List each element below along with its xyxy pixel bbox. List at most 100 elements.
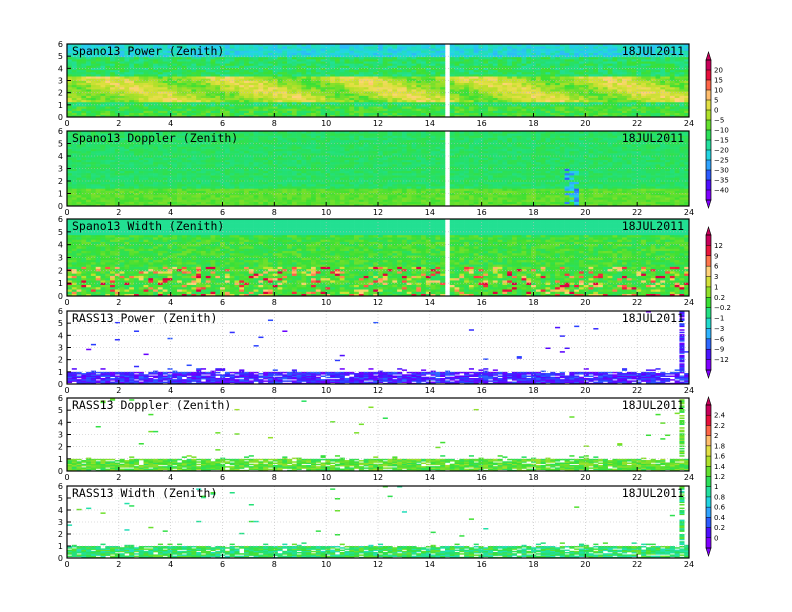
- heatmap-cell: [306, 78, 312, 81]
- heatmap-cell: [550, 78, 556, 81]
- heatmap-cell: [454, 50, 460, 53]
- heatmap-cell: [162, 59, 168, 62]
- heatmap-cell: [583, 110, 589, 114]
- heatmap-cell: [100, 166, 106, 169]
- heatmap-cell: [105, 131, 111, 134]
- heatmap-cell: [86, 78, 92, 81]
- heatmap-cell: [330, 74, 336, 77]
- heatmap-cell: [526, 71, 532, 75]
- heatmap-cell: [535, 82, 541, 86]
- heatmap-cell: [531, 110, 537, 114]
- heatmap-cell: [411, 71, 417, 75]
- heatmap-cell: [674, 46, 680, 49]
- heatmap-cell: [162, 112, 168, 116]
- heatmap-cell: [411, 91, 417, 94]
- heatmap-cell: [344, 52, 350, 56]
- heatmap-cell: [583, 78, 589, 81]
- heatmap-cell: [679, 56, 685, 60]
- heatmap-cell: [636, 54, 642, 58]
- heatmap-cell: [100, 175, 106, 178]
- heatmap-cell: [263, 65, 269, 68]
- heatmap-cell: [239, 82, 245, 86]
- heatmap-cell: [650, 108, 656, 111]
- heatmap-cell: [157, 86, 163, 90]
- heatmap-cell: [244, 54, 250, 58]
- heatmap-cell: [311, 52, 317, 56]
- heatmap-cell: [81, 144, 87, 147]
- heatmap-cell: [282, 89, 288, 92]
- heatmap-cell: [90, 104, 96, 107]
- heatmap-cell: [344, 50, 350, 53]
- heatmap-cell: [95, 112, 101, 116]
- heatmap-cell: [602, 93, 608, 96]
- heatmap-cell: [114, 153, 120, 156]
- heatmap-cell: [110, 101, 116, 105]
- heatmap-cell: [435, 110, 441, 114]
- heatmap-cell: [459, 112, 465, 116]
- heatmap-cell: [492, 93, 498, 96]
- heatmap-cell: [421, 63, 427, 66]
- heatmap-cell: [124, 74, 130, 77]
- heatmap-cell: [602, 86, 608, 90]
- heatmap-cell: [133, 146, 140, 149]
- heatmap-cell: [119, 146, 125, 149]
- heatmap-cell: [153, 89, 159, 92]
- heatmap-cell: [674, 44, 680, 47]
- heatmap-cell: [224, 54, 230, 58]
- heatmap-cell: [607, 95, 613, 98]
- heatmap-cell: [421, 86, 427, 90]
- heatmap-cell: [636, 112, 642, 116]
- heatmap-cell: [473, 89, 479, 92]
- heatmap-cell: [416, 101, 422, 105]
- heatmap-cell: [440, 59, 446, 62]
- heatmap-cell: [574, 46, 580, 49]
- heatmap-cell: [473, 78, 479, 81]
- heatmap-cell: [296, 76, 302, 79]
- heatmap-cell: [205, 69, 211, 73]
- heatmap-cell: [430, 106, 436, 109]
- heatmap-cell: [129, 183, 135, 187]
- heatmap-cell: [177, 108, 183, 111]
- heatmap-cell: [81, 150, 87, 154]
- heatmap-cell: [401, 74, 407, 77]
- heatmap-cell: [622, 63, 628, 66]
- heatmap-cell: [306, 112, 312, 116]
- heatmap-cell: [622, 56, 628, 60]
- heatmap-cell: [114, 181, 120, 185]
- heatmap-cell: [459, 46, 465, 49]
- heatmap-cell: [684, 112, 690, 116]
- heatmap-cell: [416, 50, 422, 53]
- heatmap-cell: [196, 97, 202, 101]
- heatmap-cell: [354, 91, 360, 94]
- heatmap-cell: [511, 101, 518, 105]
- heatmap-cell: [167, 110, 173, 114]
- heatmap-cell: [641, 101, 647, 105]
- heatmap-cell: [301, 108, 307, 111]
- heatmap-cell: [598, 67, 604, 71]
- heatmap-cell: [511, 71, 518, 75]
- heatmap-cell: [258, 76, 264, 79]
- heatmap-cell: [378, 101, 384, 105]
- heatmap-cell: [378, 95, 384, 98]
- heatmap-cell: [358, 108, 364, 111]
- heatmap-cell: [550, 89, 556, 92]
- heatmap-cell: [244, 84, 250, 88]
- heatmap-cell: [598, 97, 604, 101]
- heatmap-cell: [191, 114, 197, 118]
- heatmap-cell: [95, 104, 101, 107]
- heatmap-cell: [177, 106, 183, 109]
- heatmap-cell: [401, 114, 407, 118]
- heatmap-cell: [210, 104, 216, 107]
- heatmap-cell: [344, 86, 350, 90]
- heatmap-cell: [186, 99, 192, 103]
- heatmap-cell: [157, 82, 163, 86]
- heatmap-cell: [555, 61, 561, 64]
- heatmap-cell: [277, 84, 283, 88]
- heatmap-cell: [679, 106, 685, 109]
- heatmap-cell: [406, 52, 412, 56]
- heatmap-cell: [382, 89, 388, 92]
- heatmap-cell: [679, 91, 685, 94]
- heatmap-cell: [272, 50, 278, 53]
- heatmap-cell: [267, 52, 274, 56]
- heatmap-cell: [669, 78, 675, 81]
